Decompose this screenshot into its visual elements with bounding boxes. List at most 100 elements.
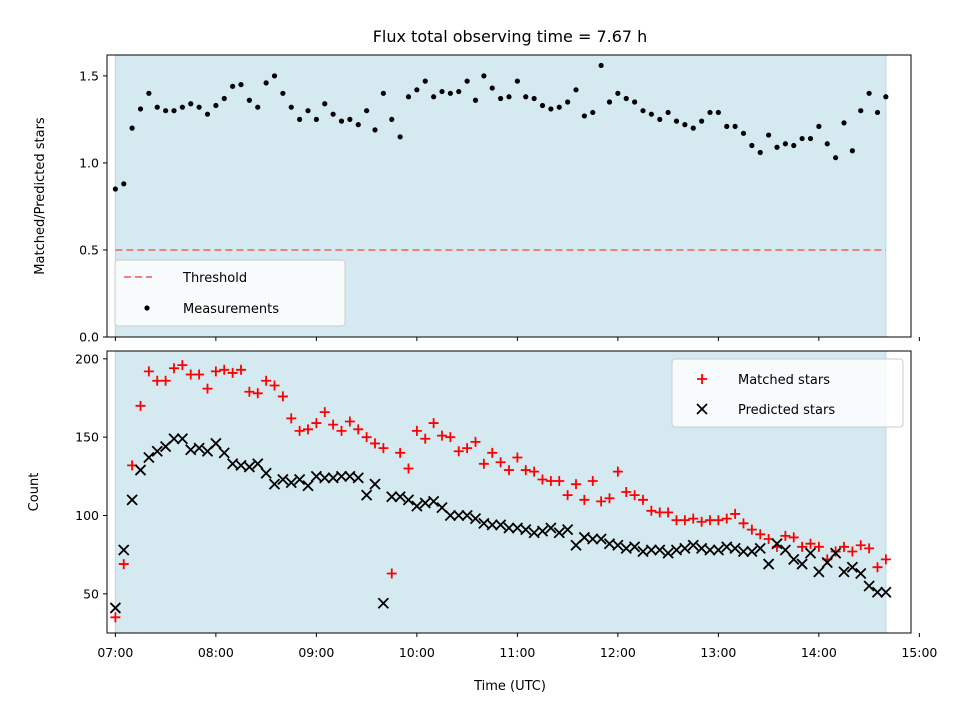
data-point xyxy=(361,432,372,443)
data-point xyxy=(821,556,833,569)
data-point xyxy=(797,541,808,552)
data-point xyxy=(690,125,696,131)
data-point xyxy=(380,90,386,96)
y-tick-label: 1.5 xyxy=(79,68,99,83)
data-point xyxy=(472,97,479,103)
legend-box xyxy=(114,259,346,327)
chart-title: Flux total observing time = 7.67 h xyxy=(373,27,648,46)
y-tick-label: 150 xyxy=(75,430,99,445)
top-panel: 0.0 0.5 1.0 1.5 Threshold Measurements xyxy=(79,54,920,345)
data-point xyxy=(780,530,791,541)
data-point xyxy=(352,472,364,484)
data-point xyxy=(679,542,691,555)
data-point xyxy=(277,391,288,402)
data-point xyxy=(185,369,196,380)
legend-measurements-swatch xyxy=(144,305,150,311)
data-point xyxy=(447,90,453,96)
data-point xyxy=(204,111,211,117)
data-point xyxy=(293,473,306,486)
legend-matched-swatch xyxy=(697,374,707,384)
data-point xyxy=(863,580,875,592)
data-point xyxy=(864,543,875,554)
data-point xyxy=(286,413,297,424)
data-point xyxy=(738,518,749,529)
axes-frame xyxy=(106,350,912,634)
data-point xyxy=(713,515,724,526)
data-point xyxy=(280,90,286,96)
data-point xyxy=(813,566,825,578)
data-point xyxy=(646,505,657,516)
data-point xyxy=(746,545,758,558)
data-point xyxy=(788,532,799,543)
data-point xyxy=(587,476,598,487)
data-point xyxy=(252,388,263,399)
data-point xyxy=(453,446,464,457)
data-point xyxy=(838,566,850,578)
data-point xyxy=(112,186,118,192)
data-point xyxy=(268,478,281,490)
data-point xyxy=(403,463,414,474)
x-tick-label: 10:00 xyxy=(399,645,435,660)
data-point xyxy=(210,366,221,377)
y-tick-label: 50 xyxy=(83,586,99,601)
data-point xyxy=(445,432,456,443)
data-point xyxy=(824,141,830,147)
data-point xyxy=(154,104,160,110)
data-point xyxy=(705,515,715,526)
data-point xyxy=(774,144,780,150)
data-point xyxy=(520,523,532,536)
x-tick-label: 07:00 xyxy=(97,645,133,660)
data-point xyxy=(152,375,163,386)
data-point xyxy=(520,465,531,476)
data-point xyxy=(598,62,604,69)
data-point xyxy=(444,509,457,522)
data-point xyxy=(271,73,278,79)
data-point xyxy=(244,386,255,397)
data-point xyxy=(151,445,163,457)
data-point xyxy=(595,533,607,545)
data-point xyxy=(370,438,380,449)
data-point xyxy=(561,523,574,536)
data-point xyxy=(461,509,473,522)
data-point xyxy=(699,118,705,124)
data-point xyxy=(336,425,347,436)
legend-measurements-label: Measurements xyxy=(183,302,279,317)
data-point xyxy=(489,85,495,91)
data-point xyxy=(788,553,800,566)
data-point xyxy=(579,494,590,505)
data-point xyxy=(737,545,750,558)
data-point xyxy=(394,491,406,503)
data-point xyxy=(338,118,345,124)
data-point xyxy=(344,416,355,427)
data-point xyxy=(227,367,238,378)
data-point xyxy=(328,419,339,430)
data-point xyxy=(615,90,621,96)
data-point xyxy=(839,541,849,552)
series-plus xyxy=(110,360,891,623)
data-point xyxy=(252,458,264,470)
data-point xyxy=(721,513,732,524)
data-point xyxy=(118,544,130,556)
data-point xyxy=(397,134,403,140)
data-point xyxy=(807,135,814,142)
data-point xyxy=(707,109,713,116)
legend-box xyxy=(671,358,904,428)
data-point xyxy=(236,364,246,375)
data-point xyxy=(221,95,227,102)
data-point xyxy=(311,418,322,429)
data-point xyxy=(386,568,397,579)
data-point xyxy=(194,369,205,380)
data-point xyxy=(372,127,378,133)
data-point xyxy=(478,458,489,469)
data-point xyxy=(305,108,311,114)
data-point xyxy=(297,116,303,123)
data-point xyxy=(740,130,747,136)
data-point xyxy=(732,123,738,129)
data-point xyxy=(246,97,252,103)
data-point xyxy=(833,155,839,161)
data-point xyxy=(514,78,520,84)
data-point xyxy=(612,539,624,551)
data-point xyxy=(126,494,138,506)
data-point xyxy=(110,612,121,623)
legend: Threshold Measurements xyxy=(114,259,346,327)
